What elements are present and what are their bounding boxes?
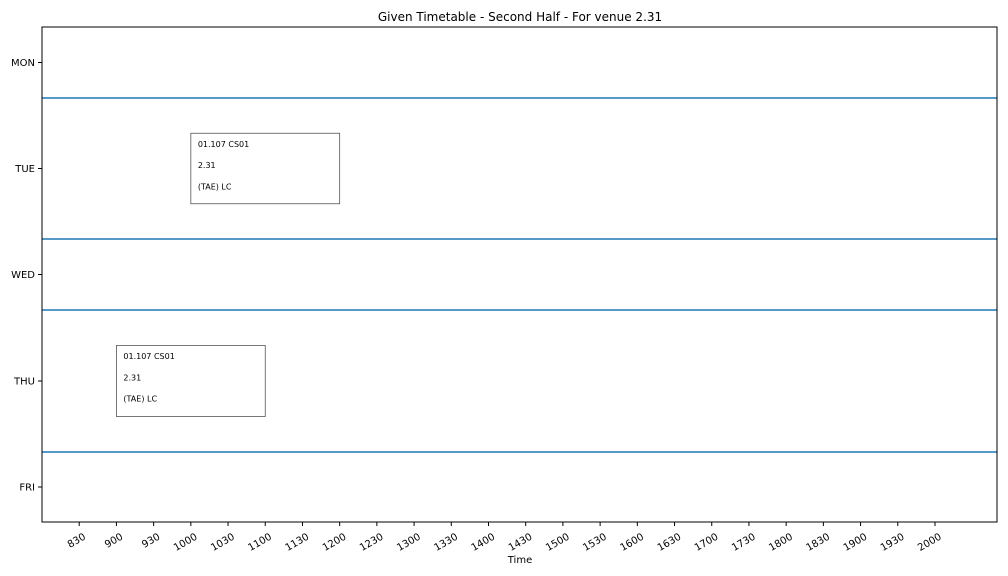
x-tick-label: 1630 <box>656 532 684 554</box>
event-text-line: (TAE) LC <box>123 395 157 404</box>
x-tick-label: 1100 <box>246 532 274 554</box>
event-box <box>116 345 266 417</box>
x-tick-label: 1600 <box>618 532 646 554</box>
x-tick-label: 1030 <box>209 532 237 554</box>
event-text-line: 01.107 CS01 <box>123 352 174 361</box>
y-tick-label-wed: WED <box>11 270 35 281</box>
event-block: 01.107 CS01 2.31 (TAE) LC <box>190 132 341 205</box>
event-text-line: 2.31 <box>123 373 141 382</box>
x-tick-label: 1300 <box>395 532 423 554</box>
x-tick-label: 1730 <box>730 532 758 554</box>
x-tick-label: 1400 <box>470 532 498 554</box>
x-tick-label: 1130 <box>284 532 312 554</box>
y-tick-label-thu: THU <box>13 377 35 388</box>
x-tick-label: 830 <box>66 532 88 551</box>
x-axis-label: Time <box>507 555 532 566</box>
x-tick-label: 900 <box>103 532 125 551</box>
x-tick-label: 930 <box>140 532 162 551</box>
x-tick-label: 1830 <box>805 532 833 554</box>
x-tick-label: 1430 <box>507 532 535 554</box>
event-text-line: 2.31 <box>198 161 216 170</box>
y-tick-label-fri: FRI <box>19 483 35 494</box>
event-block: 01.107 CS01 2.31 (TAE) LC <box>116 345 266 417</box>
x-tick-label: 1230 <box>358 532 386 554</box>
x-tick-label: 1800 <box>767 532 795 554</box>
y-tick-label-tue: TUE <box>14 164 35 175</box>
x-tick-label: 1530 <box>581 532 609 554</box>
x-tick-label: 1000 <box>172 532 200 554</box>
y-tick-label-mon: MON <box>11 58 35 69</box>
x-tick-label: 2000 <box>916 532 944 554</box>
x-tick-label: 1330 <box>432 532 460 554</box>
x-tick-label: 1700 <box>693 532 721 554</box>
chart-title: Given Timetable - Second Half - For venu… <box>378 10 662 24</box>
x-tick-label: 1500 <box>544 532 572 554</box>
x-tick-label: 1200 <box>321 532 349 554</box>
x-tick-label: 1930 <box>879 532 907 554</box>
plot-frame <box>41 26 998 523</box>
event-box <box>190 132 341 205</box>
event-text-line: 01.107 CS01 <box>198 140 249 149</box>
event-text-line: (TAE) LC <box>198 182 232 191</box>
x-tick-label: 1900 <box>842 532 870 554</box>
